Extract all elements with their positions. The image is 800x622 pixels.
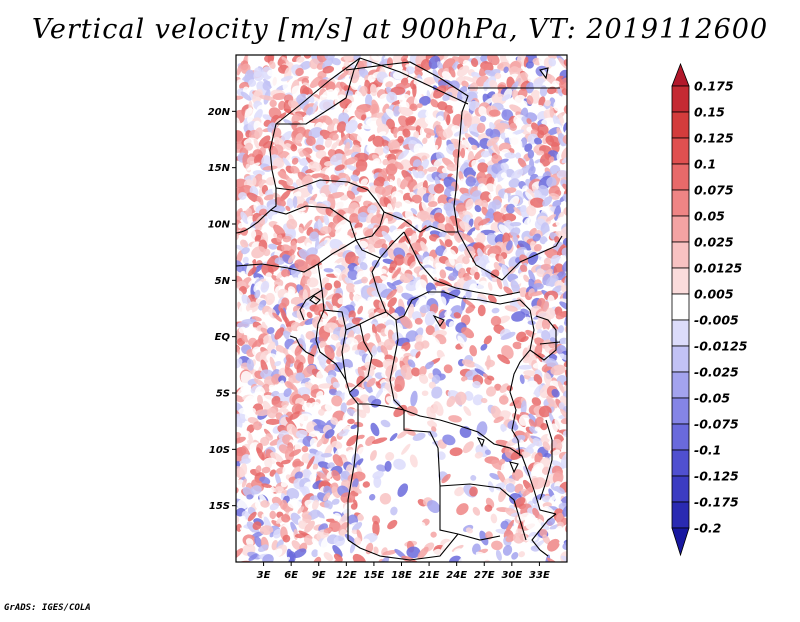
x-tick-label: 3E bbox=[257, 570, 271, 581]
colorbar-label: -0.0125 bbox=[694, 339, 748, 354]
colorbar-swatch bbox=[671, 137, 690, 165]
colorbar-swatch bbox=[671, 241, 690, 269]
colorbar-label: -0.05 bbox=[694, 391, 730, 406]
colorbar-swatch bbox=[671, 293, 690, 321]
footer-credit: GrADS: IGES/COLA bbox=[4, 603, 91, 613]
velocity-field bbox=[236, 55, 567, 562]
x-tick-label: 15E bbox=[364, 570, 385, 581]
x-tick-label: 21E bbox=[419, 570, 440, 581]
colorbar-label: 0.05 bbox=[694, 209, 725, 224]
y-tick-label: EQ bbox=[215, 332, 231, 343]
colorbar-swatch bbox=[671, 449, 690, 477]
x-tick-label: 30E bbox=[501, 570, 522, 581]
colorbar: 0.175 0.15 0.125 0.1 0.075 0.05 0.025 0.0125 0.0… bbox=[671, 62, 748, 557]
colorbar-label: -0.175 bbox=[694, 495, 739, 510]
colorbar-swatch bbox=[671, 423, 690, 451]
y-tick-label: 20N bbox=[208, 107, 231, 118]
colorbar-swatch bbox=[671, 397, 690, 425]
y-tick-label: 15N bbox=[208, 163, 231, 174]
country-borders bbox=[236, 57, 563, 561]
colorbar-arrow-bottom bbox=[671, 527, 690, 557]
colorbar-label: 0.175 bbox=[694, 79, 734, 94]
x-tick-label: 18E bbox=[391, 570, 412, 581]
y-tick-label: 5N bbox=[215, 276, 231, 287]
x-axis: 3E 6E 9E 12E 15E 18E 21E 24E 27E 30E 33E bbox=[257, 562, 550, 581]
colorbar-swatch bbox=[671, 111, 690, 139]
x-tick-label: 12E bbox=[336, 570, 357, 581]
colorbar-label: -0.2 bbox=[694, 521, 721, 536]
colorbar-swatch bbox=[671, 163, 690, 191]
colorbar-swatch bbox=[671, 345, 690, 373]
y-tick-label: 5S bbox=[216, 389, 230, 400]
colorbar-swatch bbox=[671, 475, 690, 503]
colorbar-label: 0.075 bbox=[694, 183, 734, 198]
y-tick-label: 10N bbox=[208, 220, 231, 231]
colorbar-label: 0.1 bbox=[694, 157, 716, 172]
colorbar-swatch bbox=[671, 319, 690, 347]
colorbar-swatch bbox=[671, 85, 690, 113]
x-tick-label: 27E bbox=[474, 570, 495, 581]
colorbar-label: 0.0125 bbox=[694, 261, 743, 276]
colorbar-arrow-top bbox=[671, 62, 690, 87]
x-tick-label: 9E bbox=[312, 570, 326, 581]
colorbar-label: 0.005 bbox=[694, 287, 734, 302]
chart-title: Vertical velocity [m/s] at 900hPa, VT: 2… bbox=[31, 14, 769, 45]
colorbar-label: -0.1 bbox=[694, 443, 721, 458]
colorbar-label: -0.005 bbox=[694, 313, 739, 328]
colorbar-label: 0.15 bbox=[694, 105, 725, 120]
colorbar-label: -0.075 bbox=[694, 417, 739, 432]
y-axis: 20N 15N 10N 5N EQ 5S 10S 15S bbox=[208, 107, 236, 512]
colorbar-label: 0.025 bbox=[694, 235, 734, 250]
colorbar-swatch bbox=[671, 215, 690, 243]
colorbar-label: -0.025 bbox=[694, 365, 739, 380]
x-tick-label: 33E bbox=[529, 570, 550, 581]
x-tick-label: 6E bbox=[284, 570, 298, 581]
y-tick-label: 15S bbox=[209, 501, 230, 512]
y-tick-label: 10S bbox=[209, 445, 230, 456]
colorbar-label: -0.125 bbox=[694, 469, 739, 484]
x-tick-label: 24E bbox=[446, 570, 467, 581]
colorbar-swatch bbox=[671, 189, 690, 217]
colorbar-swatch bbox=[671, 501, 690, 529]
colorbar-swatch bbox=[671, 371, 690, 399]
colorbar-label: 0.125 bbox=[694, 131, 734, 146]
colorbar-swatch bbox=[671, 267, 690, 295]
